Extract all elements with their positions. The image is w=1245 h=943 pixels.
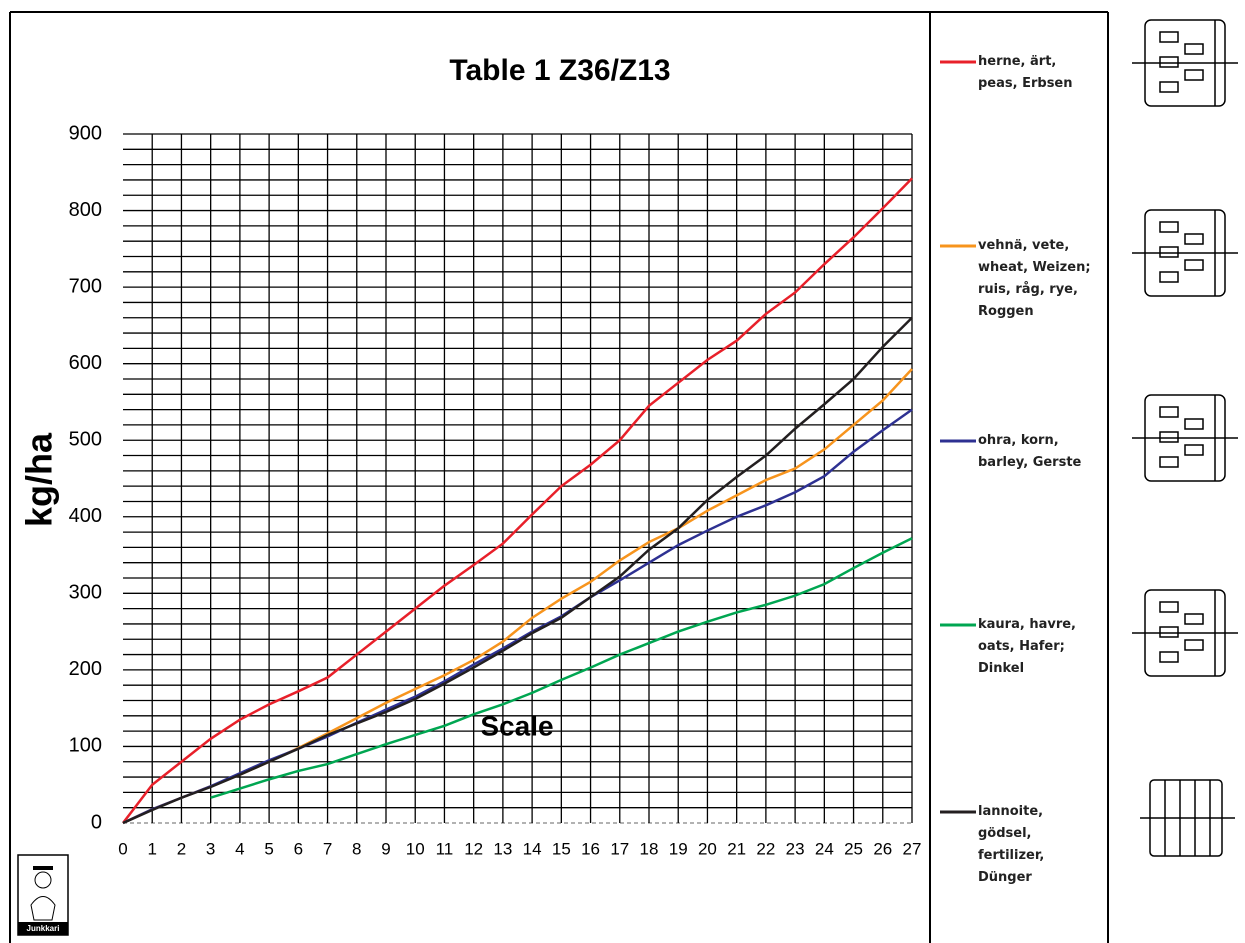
roller-icons <box>1132 19 1238 857</box>
x-tick-label: 5 <box>264 839 273 858</box>
x-tick-label: 6 <box>294 839 303 858</box>
x-tick-label: 4 <box>235 839 244 858</box>
logo-text: Junkkari <box>27 924 60 933</box>
x-tick-label: 17 <box>610 839 629 858</box>
x-tick-label: 20 <box>698 839 717 858</box>
x-tick-label: 16 <box>581 839 600 858</box>
x-tick-label: 14 <box>523 839 542 858</box>
x-tick-label: 13 <box>493 839 512 858</box>
series-line <box>210 537 913 799</box>
x-tick-label: 10 <box>406 839 425 858</box>
legend-label: kaura, havre, oats, Hafer; Dinkel <box>978 617 1076 676</box>
y-tick-label: 700 <box>69 275 102 297</box>
logo: Junkkari <box>17 854 69 936</box>
x-tick-label: 24 <box>815 839 834 858</box>
x-tick-label: 25 <box>844 839 863 858</box>
x-tick-label: 15 <box>552 839 571 858</box>
legend-label: vehnä, vete, wheat, Weizen; ruis, råg, r… <box>978 238 1091 319</box>
x-tick-label: 26 <box>873 839 892 858</box>
y-tick-label: 200 <box>69 658 102 680</box>
x-tick-label: 12 <box>464 839 483 858</box>
grid <box>123 133 913 824</box>
y-tick-label: 800 <box>69 199 102 221</box>
x-tick-label: 0 <box>118 839 127 858</box>
x-tick-label: 19 <box>669 839 688 858</box>
x-tick-label: 21 <box>727 839 746 858</box>
legend-label: lannoite, gödsel, fertilizer, Dünger <box>978 804 1045 885</box>
x-tick-label: 3 <box>206 839 215 858</box>
x-tick-label: 8 <box>352 839 361 858</box>
series-line <box>122 408 913 825</box>
x-tick-label: 18 <box>640 839 659 858</box>
y-axis-label: kg/ha <box>19 432 60 527</box>
chart-title: Table 1 Z36/Z13 <box>449 54 670 87</box>
x-tick-label: 27 <box>903 839 922 858</box>
y-tick-label: 300 <box>69 582 102 604</box>
legend-label: herne, ärt, peas, Erbsen <box>978 54 1073 91</box>
y-tick-label: 100 <box>69 735 102 757</box>
x-axis-label: Scale <box>480 710 553 741</box>
legend-label: ohra, korn, barley, Gerste <box>978 433 1082 470</box>
series-line <box>122 316 913 825</box>
y-tick-label: 400 <box>69 505 102 527</box>
x-tick-label: 1 <box>147 839 156 858</box>
y-tick-label: 600 <box>69 352 102 374</box>
y-tick-label: 0 <box>91 811 102 833</box>
x-tick-label: 22 <box>756 839 775 858</box>
x-tick-label: 2 <box>177 839 186 858</box>
x-tick-label: 9 <box>381 839 390 858</box>
x-tick-label: 7 <box>323 839 332 858</box>
y-tick-label: 900 <box>69 122 102 144</box>
frame <box>9 11 1109 943</box>
y-tick-label: 500 <box>69 429 102 451</box>
series-line <box>122 177 913 824</box>
x-tick-label: 11 <box>436 839 454 858</box>
x-tick-label: 23 <box>786 839 805 858</box>
